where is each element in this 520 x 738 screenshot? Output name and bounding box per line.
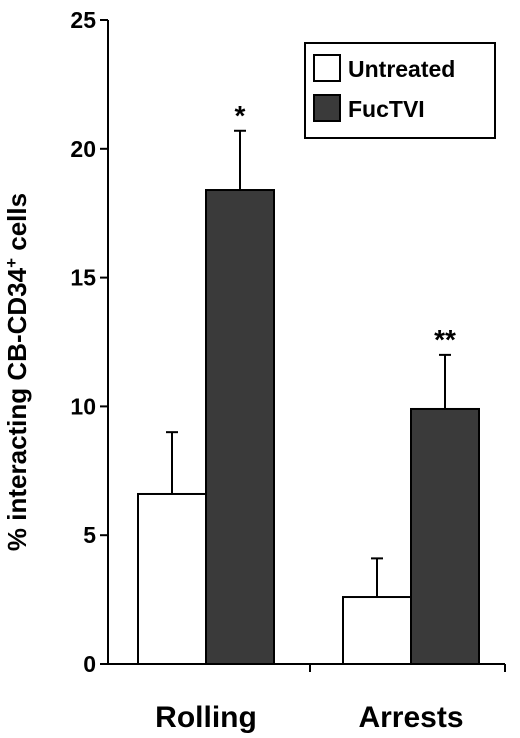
axes: 0 5 10 15 20 25 Rolling Arrests [70,7,506,734]
legend-label: Untreated [348,56,455,82]
y-tick-label: 25 [70,7,96,33]
y-tick-label: 15 [70,265,96,291]
legend-box [304,42,496,139]
y-axis-label: % interacting CB-CD34+ cells [2,193,33,551]
y-tick-label: 0 [83,651,96,677]
y-tick-label: 20 [70,136,96,162]
legend-label: FucTVI [348,96,425,122]
bars [137,189,480,666]
significance-labels: *** [235,100,456,355]
legend-swatch [313,94,341,122]
bar [410,407,480,666]
y-axis-label-suffix: cells [2,193,32,258]
x-category-label: Arrests [358,701,463,734]
y-axis-label-main: % interacting CB-CD34 [2,267,32,551]
y-axis-label-superscript: + [2,258,21,268]
legend-swatch [313,54,341,82]
significance-label: ** [434,324,456,355]
legend: Untreated FucTVI [304,42,496,139]
y-tick-label: 5 [83,522,96,548]
significance-label: * [235,100,246,131]
x-category-label: Rolling [155,701,257,734]
bar [342,596,412,665]
y-tick-label: 10 [70,393,96,419]
bar [137,492,207,666]
bar [205,189,275,666]
error-bars [166,129,451,598]
